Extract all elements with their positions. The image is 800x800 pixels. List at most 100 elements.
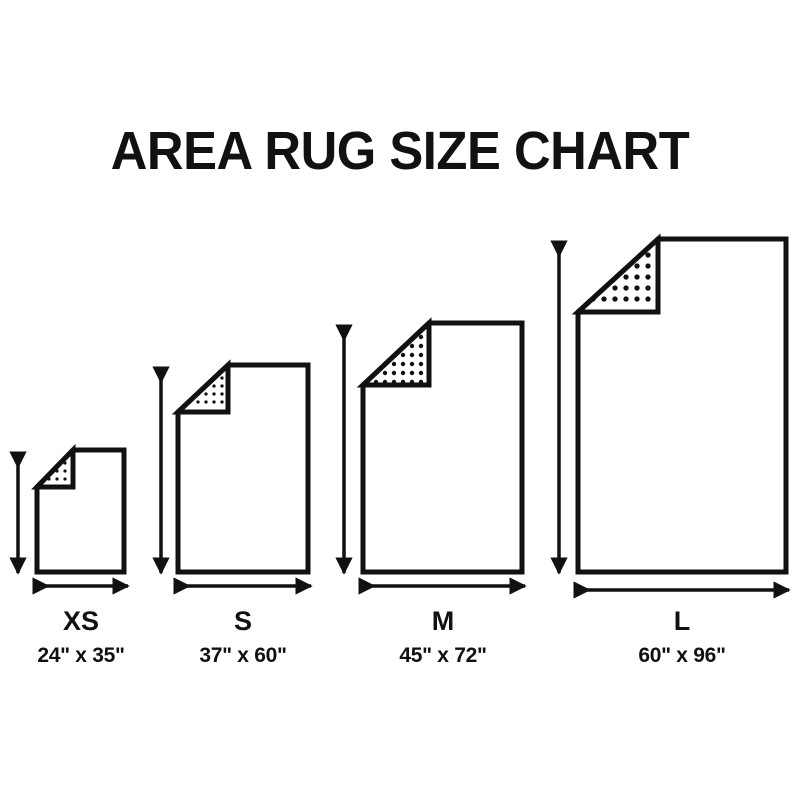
fold-dot [579,296,585,302]
fold-dot [180,368,184,372]
fold-dot [196,384,200,388]
fold-dot [634,285,640,291]
fold-dot [382,370,388,376]
rug-dimensions-label: 24" x 35" [37,644,124,667]
fold-dot [400,379,406,385]
fold-dot [400,370,406,376]
fold-dot [391,379,397,385]
fold-dot [382,334,388,340]
fold-dot [623,241,629,247]
rug-item-l: L 60" x 96" [550,233,791,667]
fold-dot [55,453,59,457]
fold-dot [63,469,67,473]
rug-dimensions-label: 60" x 96" [638,644,725,667]
fold-dot [364,343,370,349]
fold-dot [391,370,397,376]
fold-dot [373,343,379,349]
fold-dot [212,392,216,396]
fold-dot [382,325,388,331]
fold-dot [612,241,618,247]
fold-dot [612,296,618,302]
fold-dot [373,352,379,358]
fold-dot [400,361,406,367]
fold-dot [400,352,406,358]
fold-dot [590,285,596,291]
fold-dot [634,296,640,302]
fold-dot [590,263,596,269]
fold-dot [220,384,224,388]
fold-dot [180,384,184,388]
fold-dot [601,296,607,302]
fold-dot [220,376,224,380]
fold-dot [579,241,585,247]
fold-dot [418,361,424,367]
fold-dot [188,392,192,396]
rug-dimensions-label: 37" x 60" [199,644,286,667]
fold-dot [409,370,415,376]
fold-dot [382,352,388,358]
fold-dot [409,379,415,385]
fold-dot [645,263,651,269]
fold-dot [212,384,216,388]
fold-dot [623,285,629,291]
rug-item-m: M 45" x 72" [335,317,527,667]
fold-dot [364,352,370,358]
fold-dot [382,343,388,349]
fold-dot [47,461,51,465]
fold-dot [400,334,406,340]
fold-dot [623,274,629,280]
fold-dot [634,274,640,280]
fold-dot [204,376,208,380]
fold-dot [39,461,43,465]
fold-dot [391,334,397,340]
fold-dot [188,368,192,372]
fold-dot [180,376,184,380]
fold-dot [601,252,607,258]
fold-dot [579,263,585,269]
fold-dot [63,477,67,481]
fold-dot [364,334,370,340]
fold-dot [47,453,51,457]
fold-dot [601,263,607,269]
fold-dot [418,379,424,385]
fold-dot [188,384,192,388]
fold-dot [180,392,184,396]
fold-dot [418,343,424,349]
fold-dot [409,343,415,349]
fold-dot [612,252,618,258]
rug-fold-triangle [31,443,76,490]
fold-dot [634,241,640,247]
fold-dot [196,368,200,372]
fold-dot [418,352,424,358]
fold-dot [373,379,379,385]
fold-dot [601,274,607,280]
fold-dot [391,361,397,367]
fold-dot [196,400,200,404]
fold-dot [634,263,640,269]
fold-dot [39,453,43,457]
rug-item-s: S 37" x 60" [152,359,313,667]
page-title: AREA RUG SIZE CHART [110,121,690,181]
fold-dot [645,252,651,258]
fold-dot [409,325,415,331]
rug-size-label: L [674,606,691,636]
fold-dot [579,252,585,258]
fold-dot [373,325,379,331]
fold-dot [645,285,651,291]
fold-dot [645,296,651,302]
fold-dot [612,263,618,269]
fold-dot [196,376,200,380]
fold-dot [391,325,397,331]
fold-dot [47,477,51,481]
fold-dot [601,241,607,247]
fold-dot [590,274,596,280]
fold-dot [364,361,370,367]
fold-dot [188,376,192,380]
fold-dot [579,285,585,291]
fold-dot [409,352,415,358]
rug-size-label: M [432,606,455,636]
rug-size-label: S [234,606,252,636]
fold-dot [212,368,216,372]
